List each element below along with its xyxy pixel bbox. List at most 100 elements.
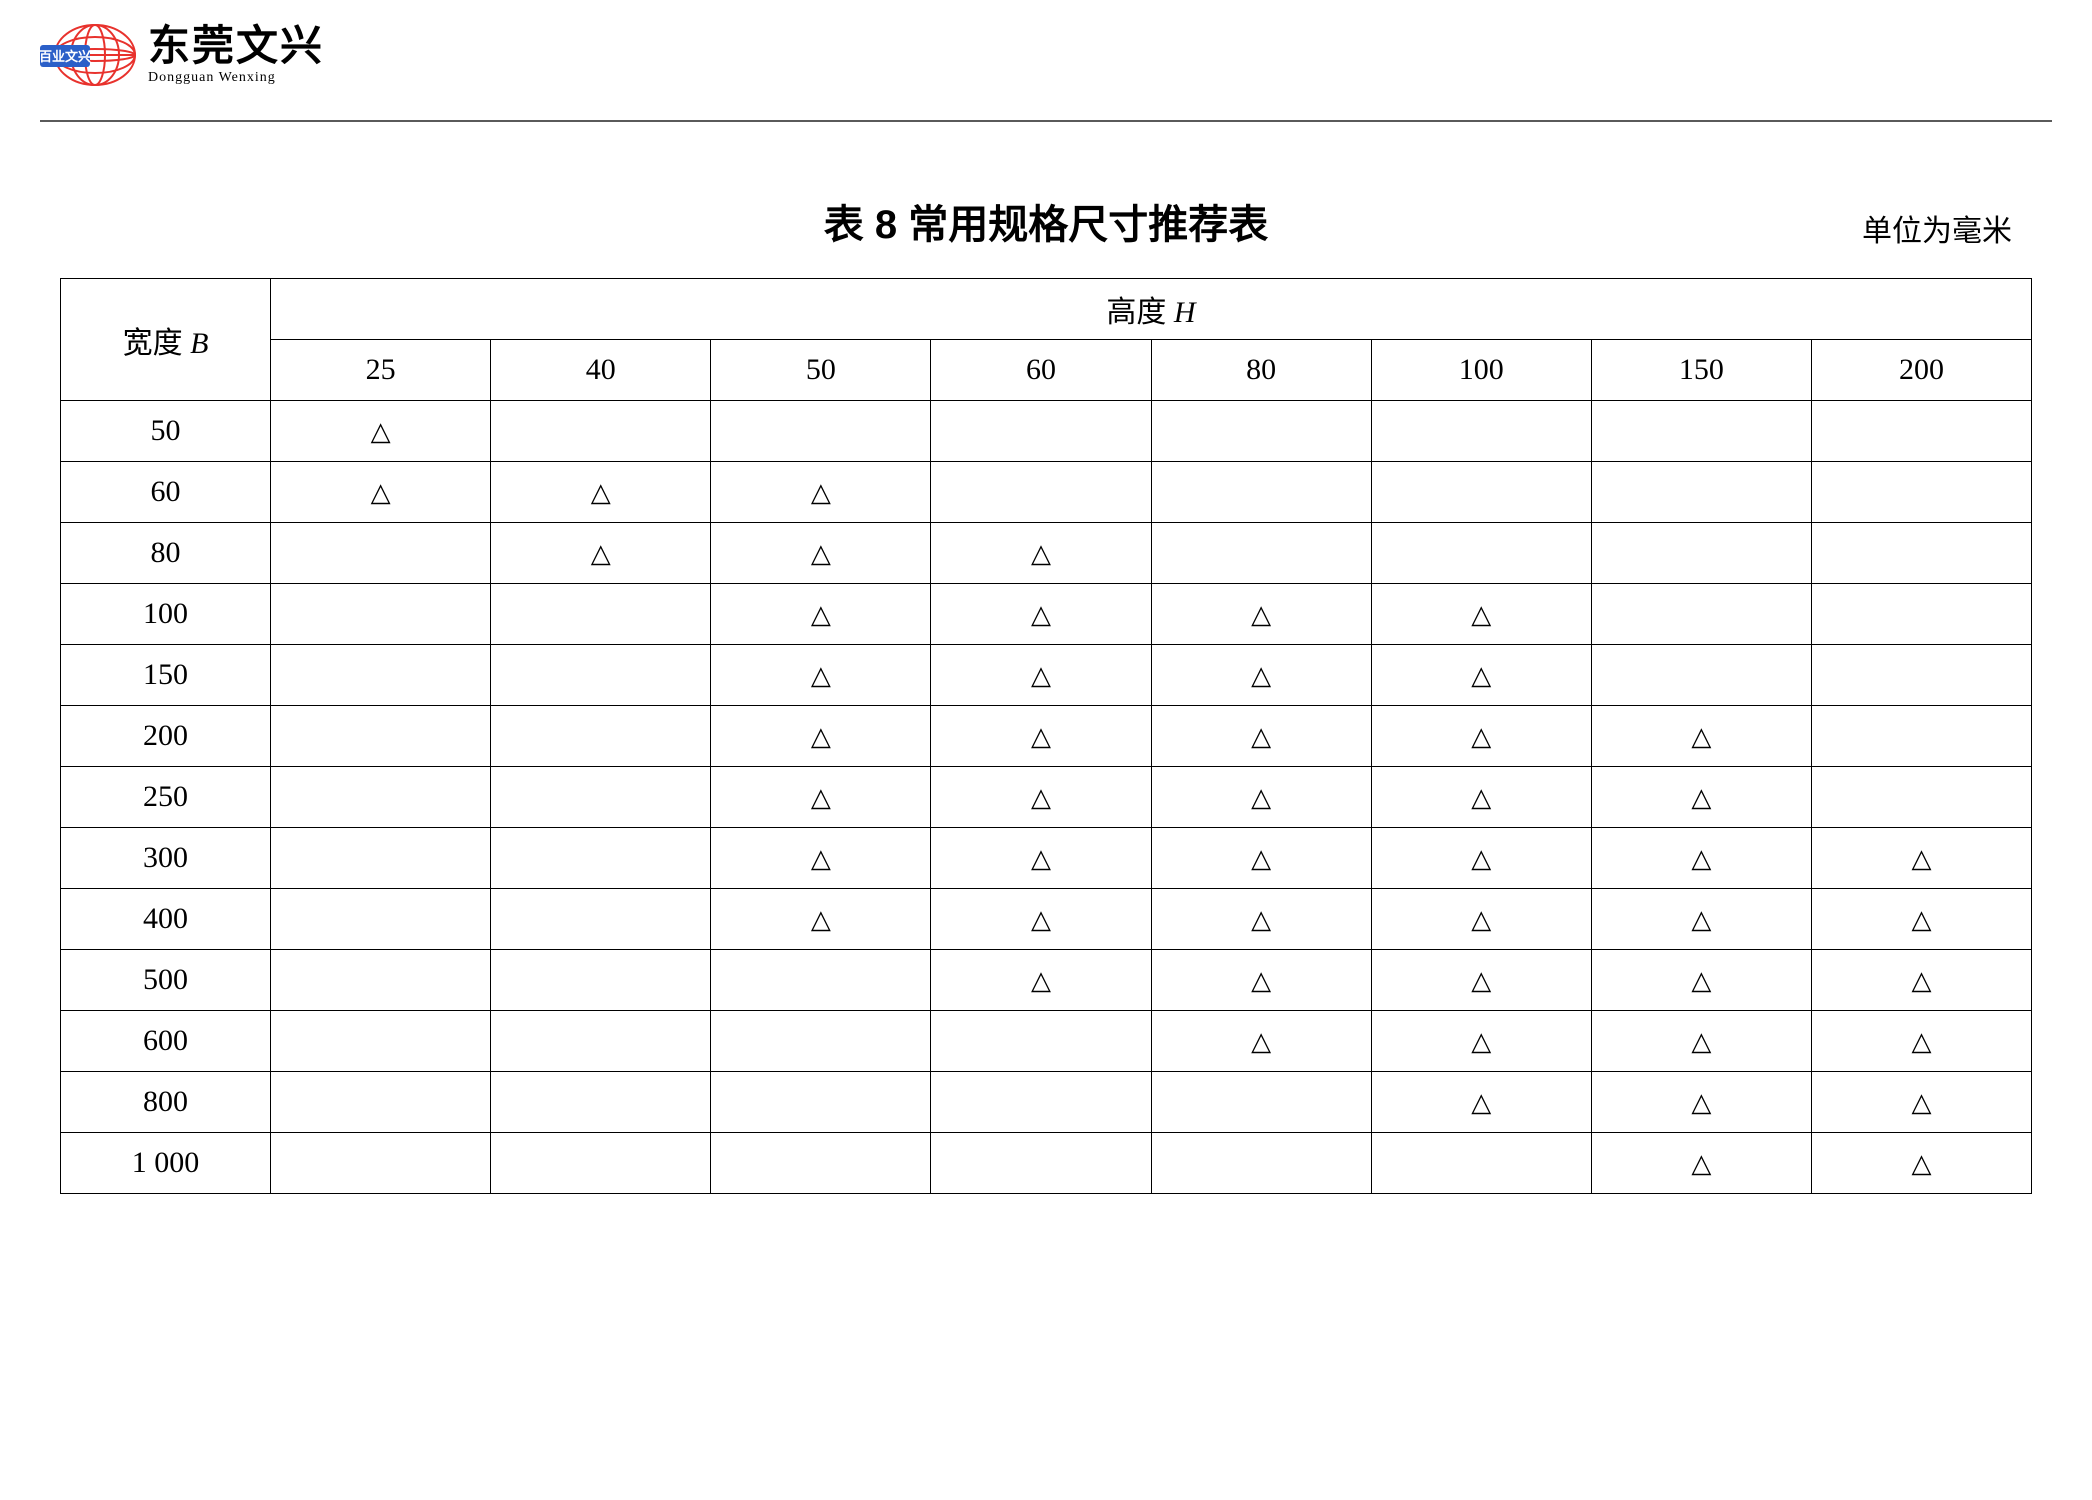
table-cell: △ — [271, 401, 491, 462]
table-cell — [271, 584, 491, 645]
page: 百业文兴 东莞文兴 Dongguan Wenxing 表 8 常用规格尺寸推荐表… — [0, 0, 2092, 1500]
unit-label: 单位为毫米 — [1862, 206, 2012, 250]
col-headers-row: 2540506080100150200 — [61, 340, 2032, 401]
table-cell: △ — [1371, 767, 1591, 828]
table-cell: △ — [711, 462, 931, 523]
table-cell — [491, 401, 711, 462]
row-header: 50 — [61, 401, 271, 462]
triangle-mark-icon: △ — [1031, 783, 1051, 812]
table-cell: △ — [1591, 950, 1811, 1011]
table-cell: △ — [1591, 828, 1811, 889]
table-cell: △ — [271, 462, 491, 523]
triangle-mark-icon: △ — [1911, 966, 1931, 995]
triangle-mark-icon: △ — [1471, 966, 1491, 995]
table-cell — [491, 828, 711, 889]
table-cell — [491, 1011, 711, 1072]
table-cell — [271, 950, 491, 1011]
table-cell: △ — [1591, 1072, 1811, 1133]
table-cell — [1151, 523, 1371, 584]
table-cell: △ — [1811, 1011, 2031, 1072]
col-header: 40 — [491, 340, 711, 401]
table-cell — [491, 1072, 711, 1133]
row-header: 800 — [61, 1072, 271, 1133]
header-divider — [40, 120, 2052, 122]
table-cell: △ — [711, 645, 931, 706]
table-cell: △ — [1811, 1072, 2031, 1133]
brand-text: 东莞文兴 Dongguan Wenxing — [148, 25, 324, 85]
table-cell — [1591, 462, 1811, 523]
triangle-mark-icon: △ — [1911, 1088, 1931, 1117]
table-cell: △ — [931, 584, 1151, 645]
table-cell — [1591, 645, 1811, 706]
row-header: 150 — [61, 645, 271, 706]
triangle-mark-icon: △ — [811, 600, 831, 629]
table-title: 表 8 常用规格尺寸推荐表 — [824, 192, 1268, 250]
table-cell — [271, 828, 491, 889]
table-cell — [1371, 1133, 1591, 1194]
row-axis-var: B — [190, 327, 208, 360]
table-cell: △ — [1151, 950, 1371, 1011]
triangle-mark-icon: △ — [371, 417, 391, 446]
table-cell: △ — [1811, 828, 2031, 889]
table-cell: △ — [1371, 1072, 1591, 1133]
col-header: 80 — [1151, 340, 1371, 401]
table-cell: △ — [1151, 645, 1371, 706]
triangle-mark-icon: △ — [591, 539, 611, 568]
table-cell: △ — [931, 645, 1151, 706]
table-cell: △ — [1371, 645, 1591, 706]
row-header: 80 — [61, 523, 271, 584]
row-header: 600 — [61, 1011, 271, 1072]
triangle-mark-icon: △ — [1691, 844, 1711, 873]
triangle-mark-icon: △ — [1031, 905, 1051, 934]
row-header: 100 — [61, 584, 271, 645]
table-cell: △ — [1371, 706, 1591, 767]
table-cell — [1371, 462, 1591, 523]
table-cell — [931, 1133, 1151, 1194]
table-cell — [1371, 523, 1591, 584]
table-cell — [1151, 462, 1371, 523]
triangle-mark-icon: △ — [1691, 1149, 1711, 1178]
table-cell: △ — [1591, 1133, 1811, 1194]
table-cell — [711, 950, 931, 1011]
col-header: 50 — [711, 340, 931, 401]
table-cell: △ — [1591, 889, 1811, 950]
table-cell — [1151, 401, 1371, 462]
triangle-mark-icon: △ — [1031, 844, 1051, 873]
table-cell: △ — [931, 889, 1151, 950]
table-cell — [491, 645, 711, 706]
triangle-mark-icon: △ — [1251, 1027, 1271, 1056]
table-container: 宽度 B 高度 H 2540506080100150200 50△60△△△80… — [40, 278, 2052, 1194]
table-cell — [1811, 706, 2031, 767]
table-cell — [271, 645, 491, 706]
table-cell — [931, 1011, 1151, 1072]
triangle-mark-icon: △ — [1691, 1027, 1711, 1056]
table-cell: △ — [491, 462, 711, 523]
triangle-mark-icon: △ — [1031, 661, 1051, 690]
triangle-mark-icon: △ — [1471, 905, 1491, 934]
table-cell — [1591, 523, 1811, 584]
table-cell — [491, 706, 711, 767]
table-cell: △ — [931, 950, 1151, 1011]
triangle-mark-icon: △ — [1691, 1088, 1711, 1117]
table-cell — [1811, 401, 2031, 462]
table-cell: △ — [711, 767, 931, 828]
table-cell — [931, 1072, 1151, 1133]
row-header: 200 — [61, 706, 271, 767]
row-header: 1 000 — [61, 1133, 271, 1194]
table-cell: △ — [1151, 828, 1371, 889]
table-cell: △ — [711, 889, 931, 950]
triangle-mark-icon: △ — [1251, 783, 1271, 812]
table-cell — [1151, 1072, 1371, 1133]
table-cell — [931, 462, 1151, 523]
table-cell — [271, 767, 491, 828]
triangle-mark-icon: △ — [1251, 722, 1271, 751]
table-cell: △ — [711, 706, 931, 767]
triangle-mark-icon: △ — [811, 539, 831, 568]
table-cell — [711, 1011, 931, 1072]
col-header: 60 — [931, 340, 1151, 401]
row-header: 60 — [61, 462, 271, 523]
table-cell: △ — [1151, 889, 1371, 950]
table-cell — [271, 1133, 491, 1194]
table-cell — [1811, 462, 2031, 523]
company-logo: 百业文兴 — [40, 20, 140, 90]
